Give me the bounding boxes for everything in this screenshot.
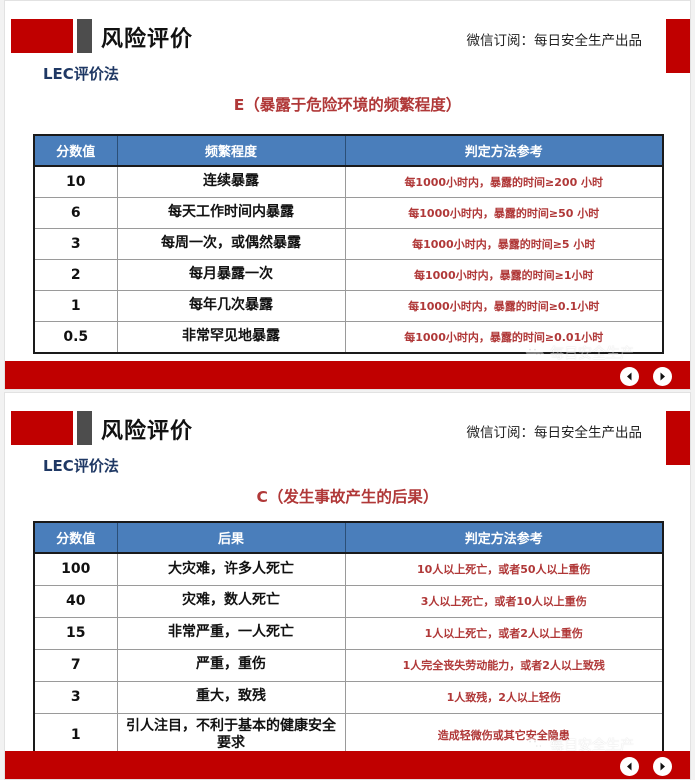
cell-note: 每1000小时内，暴露的时间≥0.1小时 <box>345 290 662 322</box>
next-page-button[interactable] <box>653 367 672 386</box>
page-title: 风险评价 <box>101 419 194 444</box>
lec-method-label: LEC评价法 <box>43 457 119 475</box>
cell-score: 2 <box>35 259 118 291</box>
cell-score: 10 <box>35 166 118 198</box>
cell-note: 每1000小时内，暴露的时间≥50 小时 <box>345 197 662 229</box>
cell-desc: 非常罕见地暴露 <box>117 321 346 352</box>
cell-score: 3 <box>35 681 118 714</box>
table-header-row: 分数值 频繁程度 判定方法参考 <box>35 136 662 167</box>
cell-score: 15 <box>35 617 118 650</box>
arrow-right-icon <box>660 762 665 771</box>
column-header-score: 分数值 <box>35 136 118 167</box>
header-red-block-icon <box>11 411 73 445</box>
lec-table-wrap-1: 分数值 频繁程度 判定方法参考 10 连续暴露 每1000小时内，暴露的时间≥2… <box>33 134 664 354</box>
page-title: 风险评价 <box>101 27 194 52</box>
cell-score: 6 <box>35 197 118 229</box>
column-header-criteria: 判定方法参考 <box>345 523 662 554</box>
cell-desc: 每周一次，或偶然暴露 <box>117 228 346 260</box>
column-header-criteria: 判定方法参考 <box>345 136 662 167</box>
table-row: 6 每天工作时间内暴露 每1000小时内，暴露的时间≥50 小时 <box>35 197 662 229</box>
cell-score: 1 <box>35 713 118 757</box>
table-row: 10 连续暴露 每1000小时内，暴露的时间≥200 小时 <box>35 166 662 198</box>
table-row: 3 每周一次，或偶然暴露 每1000小时内，暴露的时间≥5 小时 <box>35 228 662 260</box>
header-right-red-block-icon <box>666 19 690 73</box>
section-subtitle: E（暴露于危险环境的频繁程度） <box>233 96 462 114</box>
slide-card-2: 风险评价 微信订阅：每日安全生产出品 LEC评价法 C（发生事故产生的后果） 分… <box>4 392 691 780</box>
lec-table-2: 分数值 后果 判定方法参考 100 大灾难，许多人死亡 10人以上死亡，或者50… <box>35 523 662 757</box>
lec-method-label: LEC评价法 <box>43 65 119 83</box>
cell-note: 每1000小时内，暴露的时间≥200 小时 <box>345 166 662 198</box>
cell-score: 100 <box>35 553 118 586</box>
lec-table-1: 分数值 频繁程度 判定方法参考 10 连续暴露 每1000小时内，暴露的时间≥2… <box>35 136 662 352</box>
cell-note: 1人致残，2人以上轻伤 <box>345 681 662 714</box>
cell-score: 1 <box>35 290 118 322</box>
cell-desc: 每月暴露一次 <box>117 259 346 291</box>
arrow-right-icon <box>660 372 665 381</box>
table-row: 3 重大，致残 1人致残，2人以上轻伤 <box>35 681 662 714</box>
cell-desc: 重大，致残 <box>117 681 346 714</box>
cell-note: 1人以上死亡，或者2人以上重伤 <box>345 617 662 650</box>
cell-desc: 每年几次暴露 <box>117 290 346 322</box>
cell-note: 1人完全丧失劳动能力，或者2人以上致残 <box>345 649 662 682</box>
cell-score: 40 <box>35 585 118 618</box>
table-row: 100 大灾难，许多人死亡 10人以上死亡，或者50人以上重伤 <box>35 553 662 586</box>
cell-score: 0.5 <box>35 321 118 352</box>
table-row: 7 严重，重伤 1人完全丧失劳动能力，或者2人以上致残 <box>35 649 662 682</box>
lec-table-wrap-2: 分数值 后果 判定方法参考 100 大灾难，许多人死亡 10人以上死亡，或者50… <box>33 521 664 759</box>
header-gray-block-icon <box>77 19 92 53</box>
footer-bar-2 <box>5 751 690 779</box>
header-red-block-icon <box>11 19 73 53</box>
cell-note: 10人以上死亡，或者50人以上重伤 <box>345 553 662 586</box>
table-row: 2 每月暴露一次 每1000小时内，暴露的时间≥1小时 <box>35 259 662 291</box>
footer-bar-1 <box>5 361 690 389</box>
nav-buttons-1 <box>620 367 672 386</box>
cell-note: 3人以上死亡，或者10人以上重伤 <box>345 585 662 618</box>
table-row: 1 每年几次暴露 每1000小时内，暴露的时间≥0.1小时 <box>35 290 662 322</box>
cell-note: 每1000小时内，暴露的时间≥0.01小时 <box>345 321 662 352</box>
column-header-frequency: 频繁程度 <box>117 136 346 167</box>
header-right-red-block-icon <box>666 411 690 465</box>
cell-desc: 严重，重伤 <box>117 649 346 682</box>
cell-desc: 连续暴露 <box>117 166 346 198</box>
section-subtitle: C（发生事故产生的后果） <box>256 488 439 506</box>
slide-header-2: 风险评价 微信订阅：每日安全生产出品 <box>5 393 690 465</box>
next-page-button[interactable] <box>653 757 672 776</box>
table-row: 15 非常严重，一人死亡 1人以上死亡，或者2人以上重伤 <box>35 617 662 650</box>
prev-page-button[interactable] <box>620 757 639 776</box>
column-header-score: 分数值 <box>35 523 118 554</box>
cell-desc: 引人注目，不利于基本的健康安全要求 <box>117 713 346 757</box>
cell-desc: 大灾难，许多人死亡 <box>117 553 346 586</box>
cell-score: 7 <box>35 649 118 682</box>
cell-note: 造成轻微伤或其它安全隐患 <box>345 713 662 757</box>
wechat-subscription-label: 微信订阅：每日安全生产出品 <box>466 425 643 441</box>
cell-desc: 灾难，数人死亡 <box>117 585 346 618</box>
table-header-row: 分数值 后果 判定方法参考 <box>35 523 662 554</box>
cell-desc: 非常严重，一人死亡 <box>117 617 346 650</box>
nav-buttons-2 <box>620 757 672 776</box>
table-row: 40 灾难，数人死亡 3人以上死亡，或者10人以上重伤 <box>35 585 662 618</box>
table-row: 0.5 非常罕见地暴露 每1000小时内，暴露的时间≥0.01小时 <box>35 321 662 352</box>
wechat-subscription-label: 微信订阅：每日安全生产出品 <box>466 33 643 49</box>
cell-score: 3 <box>35 228 118 260</box>
cell-note: 每1000小时内，暴露的时间≥5 小时 <box>345 228 662 260</box>
slide-header-1: 风险评价 微信订阅：每日安全生产出品 <box>5 1 690 73</box>
table-row: 1 引人注目，不利于基本的健康安全要求 造成轻微伤或其它安全隐患 <box>35 713 662 757</box>
cell-note: 每1000小时内，暴露的时间≥1小时 <box>345 259 662 291</box>
column-header-consequence: 后果 <box>117 523 346 554</box>
header-gray-block-icon <box>77 411 92 445</box>
arrow-left-icon <box>627 762 632 771</box>
arrow-left-icon <box>627 372 632 381</box>
cell-desc: 每天工作时间内暴露 <box>117 197 346 229</box>
slide-card-1: 风险评价 微信订阅：每日安全生产出品 LEC评价法 E（暴露于危险环境的频繁程度… <box>4 0 691 390</box>
prev-page-button[interactable] <box>620 367 639 386</box>
